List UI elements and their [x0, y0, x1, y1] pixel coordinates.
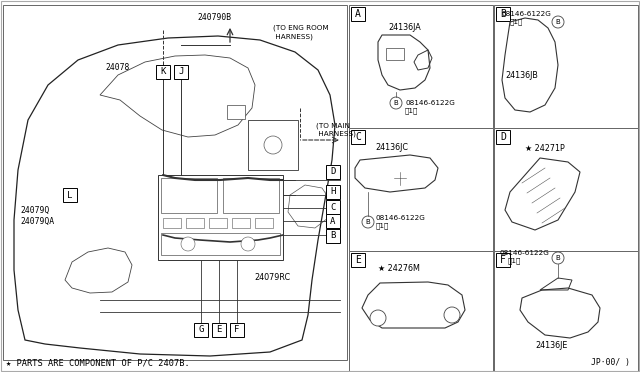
Text: 08146-6122G: 08146-6122G	[376, 215, 426, 221]
Bar	[3, 5, 347, 360]
Bar	[161, 233, 280, 255]
Text: B: B	[556, 255, 561, 261]
Text: 08146-6122G: 08146-6122G	[500, 250, 550, 256]
Bar	[227, 105, 245, 119]
Bar	[212, 323, 226, 337]
Text: J: J	[179, 67, 184, 77]
Bar	[174, 65, 188, 79]
Bar	[194, 323, 208, 337]
Text: ★ 24276M: ★ 24276M	[378, 263, 420, 273]
Text: D: D	[330, 167, 336, 176]
Circle shape	[552, 252, 564, 264]
Text: （1）: （1）	[405, 108, 419, 114]
Text: 08146-6122G: 08146-6122G	[502, 11, 552, 17]
Bar	[161, 178, 217, 213]
Bar	[326, 165, 340, 179]
Text: K: K	[160, 67, 166, 77]
Text: D: D	[500, 132, 506, 142]
Bar	[326, 200, 340, 214]
Text: B: B	[556, 19, 561, 25]
Circle shape	[444, 307, 460, 323]
Text: ★ 24271P: ★ 24271P	[525, 144, 564, 153]
Text: F: F	[234, 326, 240, 334]
Text: E: E	[355, 255, 361, 265]
Bar	[349, 128, 493, 251]
Text: 240790B: 240790B	[197, 13, 231, 22]
Text: （1）: （1）	[376, 223, 389, 229]
Bar	[326, 214, 340, 228]
Text: A: A	[355, 9, 361, 19]
Text: HARNESS): HARNESS)	[273, 34, 313, 40]
Text: B: B	[394, 100, 398, 106]
Bar	[496, 7, 510, 21]
Bar	[156, 65, 170, 79]
Circle shape	[264, 136, 282, 154]
Bar	[230, 323, 244, 337]
Bar	[326, 229, 340, 243]
Text: 24079Q: 24079Q	[20, 205, 49, 215]
Text: 24136JE: 24136JE	[535, 340, 568, 350]
Circle shape	[370, 310, 386, 326]
Text: B: B	[500, 9, 506, 19]
Circle shape	[181, 237, 195, 251]
Bar	[386, 48, 404, 60]
Text: E: E	[216, 326, 221, 334]
Bar	[163, 218, 181, 228]
Text: HARNESS): HARNESS)	[316, 131, 356, 137]
Text: G: G	[198, 326, 204, 334]
Text: 24136JA: 24136JA	[388, 23, 420, 32]
Bar	[351, 7, 365, 21]
Text: 24136JC: 24136JC	[375, 144, 408, 153]
Bar	[209, 218, 227, 228]
Bar	[255, 218, 273, 228]
Bar	[494, 5, 638, 128]
Text: H: H	[330, 187, 336, 196]
Bar	[349, 251, 493, 372]
Circle shape	[552, 16, 564, 28]
Bar	[349, 5, 493, 128]
Bar	[351, 130, 365, 144]
Bar	[223, 178, 279, 213]
Text: 24079RC: 24079RC	[254, 273, 290, 282]
Bar	[248, 120, 298, 170]
Text: B: B	[365, 219, 371, 225]
Text: L: L	[67, 190, 73, 199]
Text: JP·00/ ): JP·00/ )	[591, 359, 630, 368]
Bar	[494, 251, 638, 372]
Text: ★ PARTS ARE COMPONENT OF P/C 2407B.: ★ PARTS ARE COMPONENT OF P/C 2407B.	[6, 359, 189, 368]
Text: 24136JB: 24136JB	[505, 71, 538, 80]
Text: C: C	[330, 202, 336, 212]
Bar	[63, 188, 77, 202]
Text: A: A	[330, 217, 336, 225]
Text: (TO ENG ROOM: (TO ENG ROOM	[273, 25, 328, 31]
Bar	[496, 130, 510, 144]
Circle shape	[241, 237, 255, 251]
Text: 24079QA: 24079QA	[20, 217, 54, 225]
Text: （1）: （1）	[510, 19, 524, 25]
Text: （1）: （1）	[508, 258, 522, 264]
Text: F: F	[500, 255, 506, 265]
Bar	[232, 218, 250, 228]
Bar	[158, 175, 283, 260]
Circle shape	[390, 97, 402, 109]
Text: 08146-6122G: 08146-6122G	[405, 100, 455, 106]
Text: C: C	[355, 132, 361, 142]
Text: B: B	[330, 231, 336, 241]
Bar	[326, 185, 340, 199]
Circle shape	[362, 216, 374, 228]
Bar	[351, 253, 365, 267]
Text: 24078: 24078	[105, 64, 129, 73]
Text: (TO MAIN: (TO MAIN	[316, 123, 350, 129]
Bar	[496, 253, 510, 267]
Bar	[186, 218, 204, 228]
Bar	[494, 128, 638, 251]
